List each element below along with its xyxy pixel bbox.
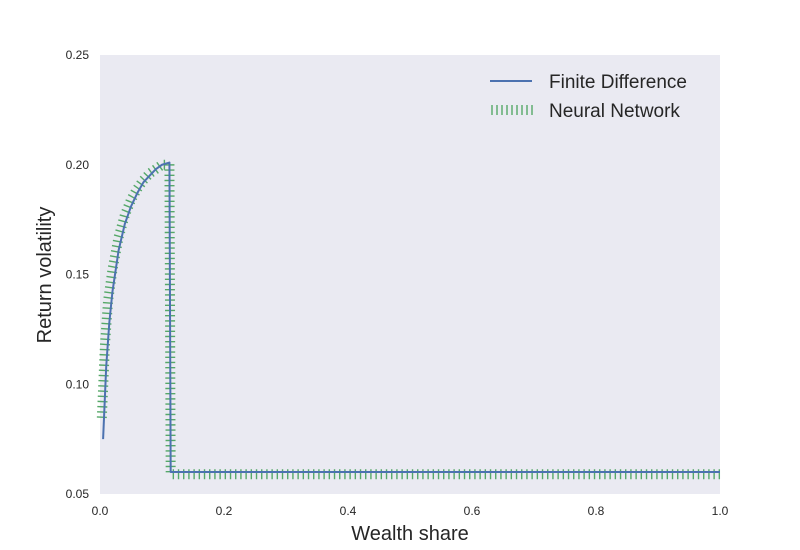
series-finite-difference-line [102,161,720,474]
y-tick-label: 0.05 [66,487,90,501]
x-tick-label: 1.0 [712,504,729,518]
y-axis-title: Return volatility [34,207,56,344]
x-tick-label: 0.6 [464,504,481,518]
y-tick-labels: 0.05 0.10 0.15 0.20 0.25 [66,48,90,501]
legend: Finite Difference Neural Network [490,72,687,122]
x-tick-labels: 0.0 0.2 0.4 0.6 0.8 1.0 [92,504,729,518]
x-axis-title: Wealth share [351,523,468,545]
series-mark [139,175,148,184]
y-tick-label: 0.10 [66,377,90,391]
series-mark [133,184,143,192]
y-tick-label: 0.20 [66,158,90,172]
series-mark [136,180,146,188]
x-tick-label: 0.0 [92,504,109,518]
legend-label-neural-network: Neural Network [549,101,680,122]
series-mark [147,167,155,177]
x-tick-label: 0.8 [588,504,605,518]
plot-background [100,55,720,494]
x-tick-label: 0.2 [216,504,233,518]
legend-label-finite-difference: Finite Difference [549,72,687,93]
series-mark [143,171,152,180]
x-tick-label: 0.4 [340,504,357,518]
series-layer [96,159,721,480]
series-mark [130,189,140,196]
legend-swatch-neural-network [491,105,533,115]
y-tick-label: 0.15 [66,268,90,282]
y-tick-label: 0.25 [66,48,90,62]
